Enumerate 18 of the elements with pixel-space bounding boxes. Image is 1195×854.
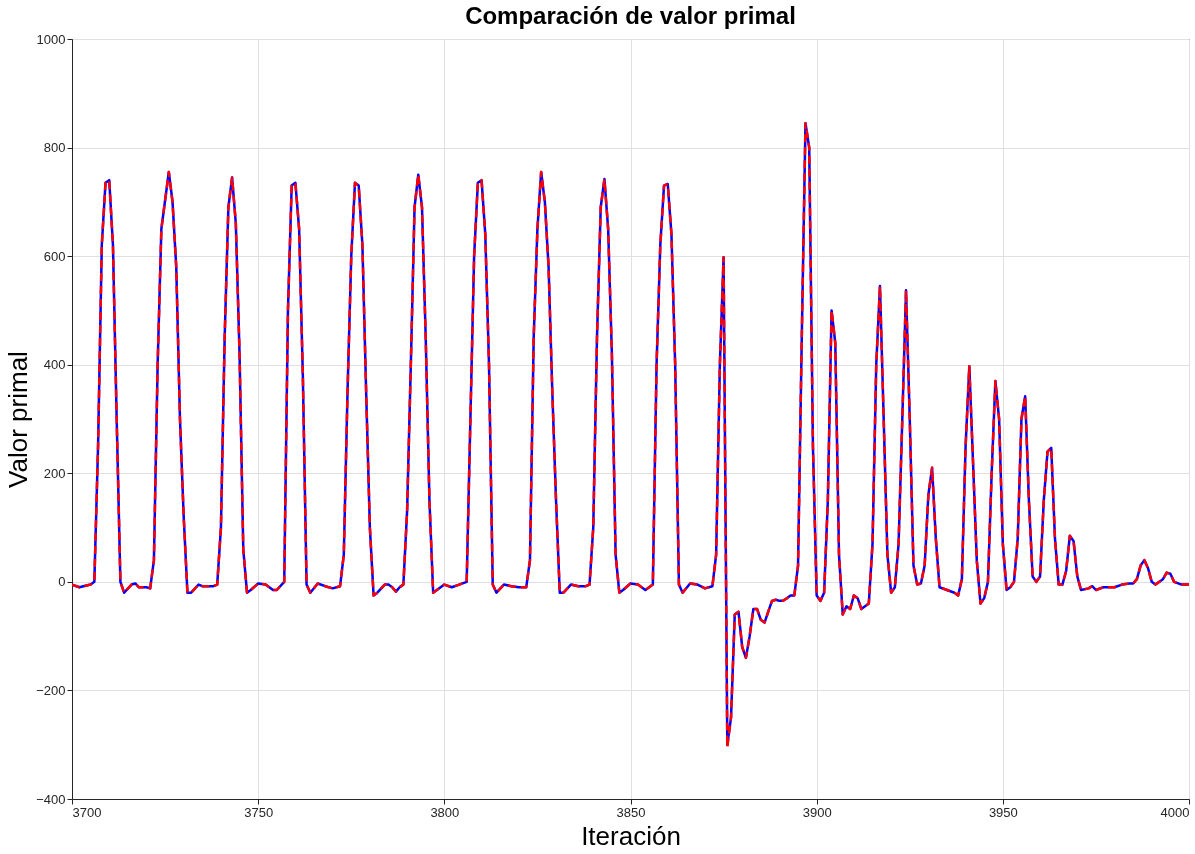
y-tick-label: −400 [36,791,66,807]
x-axis-title: Iteración [581,820,681,851]
y-tick-label: 0 [58,574,66,590]
x-tick-label: 4000 [1160,804,1190,820]
y-tick-label: 400 [43,357,66,373]
x-tick-label: 3850 [616,804,646,820]
y-tick-label: 600 [43,248,66,264]
y-tick-label: 200 [43,465,66,481]
x-tick-label: 3950 [988,804,1018,820]
x-tick-label: 3800 [430,804,460,820]
chart-title: Comparación de valor primal [465,2,796,29]
y-tick-label: 1000 [36,31,66,47]
x-tick-label: 3700 [72,804,102,820]
y-tick-label: −200 [36,682,66,698]
x-tick-label: 3900 [802,804,832,820]
y-axis-title: Valor primal [3,351,34,488]
x-tick-label: 3750 [244,804,274,820]
y-tick-label: 800 [43,140,66,156]
